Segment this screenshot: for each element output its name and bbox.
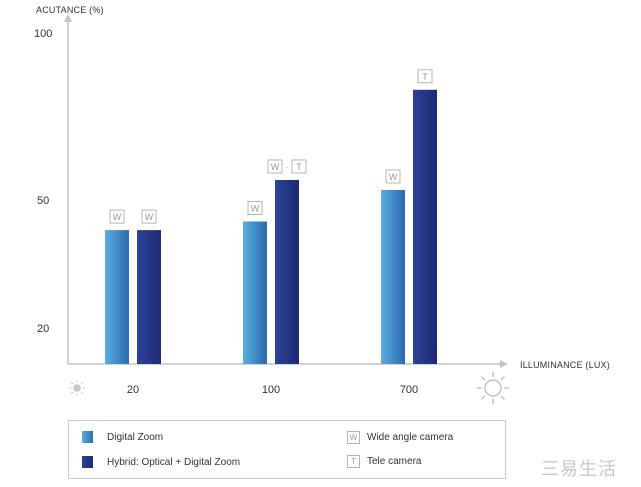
bar-hybrid-700 [413, 89, 437, 364]
legend-label-wide: Wide angle camera [367, 432, 454, 443]
badge-box [291, 159, 307, 174]
legend-swatch-hybrid [82, 456, 93, 468]
x-axis-arrow-icon [500, 360, 508, 368]
badge-wide-20-0: W [109, 209, 125, 224]
y-tick-100: 100 [34, 28, 52, 40]
legend-badge-tele: T [347, 455, 360, 468]
acutance-chart: ACUTANCE (%) ILLUMINANCE (LUX) 100 50 20… [34, 5, 610, 404]
bars-group [105, 89, 437, 364]
badge-box [267, 159, 283, 174]
badge-letter: W [389, 172, 398, 182]
badge-letter: T [296, 162, 302, 172]
x-tick-20: 20 [127, 384, 139, 396]
y-tick-50: 50 [37, 195, 49, 207]
y-axis-arrow-icon [64, 14, 72, 22]
badge-tele-100-1: T [291, 159, 307, 174]
badge-letter: W [251, 204, 260, 214]
badge-wide-20-1: W [141, 209, 157, 224]
y-axis-title: ACUTANCE (%) [36, 5, 104, 15]
watermark: 三易生活 [541, 459, 617, 480]
badge-letter: W [113, 212, 122, 222]
badge-wide-100-1: W [267, 159, 283, 174]
legend-label-tele: Tele camera [367, 456, 422, 467]
bar-digital-zoom-100 [243, 221, 267, 364]
low-light-sun-icon [69, 380, 85, 396]
badge-letter: W [271, 162, 280, 172]
legend-badge-wide: W [347, 431, 360, 444]
legend-label-digital-zoom: Digital Zoom [107, 432, 164, 443]
bar-hybrid-100 [275, 179, 299, 364]
bar-digital-zoom-700 [381, 189, 405, 364]
y-tick-20: 20 [37, 323, 49, 335]
badge-wide-700-0: W [385, 169, 401, 184]
badge-letter: T [422, 72, 428, 82]
badge-box [417, 69, 433, 84]
bright-sun-icon [477, 372, 509, 404]
legend-label-hybrid: Hybrid: Optical + Digital Zoom [107, 457, 241, 468]
badge-wide-100-0: W [247, 201, 263, 215]
legend: Digital Zoom Hybrid: Optical + Digital Z… [68, 420, 506, 479]
badges-group: W W W W W · T T [109, 69, 433, 224]
badge-box [247, 201, 263, 215]
bar-hybrid-20 [137, 230, 161, 364]
x-axis-title: ILLUMINANCE (LUX) [520, 360, 610, 370]
badge-box [385, 169, 401, 184]
badge-box [109, 209, 125, 224]
badge-letter: W [145, 212, 154, 222]
bar-digital-zoom-20 [105, 230, 129, 364]
badge-tele-700-1: T [417, 69, 433, 84]
badge-box [141, 209, 157, 224]
x-tick-700: 700 [400, 384, 418, 396]
x-tick-100: 100 [262, 384, 280, 396]
badge-separator: · [286, 162, 289, 172]
legend-swatch-digital-zoom [82, 431, 93, 443]
